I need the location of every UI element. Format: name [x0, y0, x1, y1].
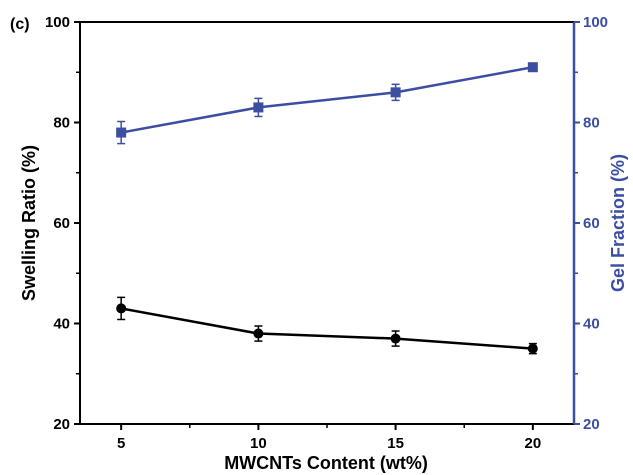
data-point: [390, 333, 401, 344]
plot-area: [79, 21, 576, 425]
x-tick-label: 10: [250, 435, 267, 452]
left-y-tick-label: 40: [53, 316, 70, 333]
data-point: [116, 127, 127, 138]
left-y-tick-label: 100: [45, 14, 70, 31]
ticks-layer: 5 10 15 20 20 40 60 80 100 20 40 60 80 100: [45, 14, 608, 452]
left-y-tick-label: 20: [53, 416, 70, 433]
right-y-tick-label: 40: [583, 316, 600, 333]
data-point: [527, 343, 538, 354]
series-layer: [116, 62, 538, 355]
data-point: [527, 62, 538, 73]
right-y-tick-label: 80: [583, 115, 600, 132]
series-swelling-ratio: [116, 296, 538, 355]
right-axis-title: Gel Fraction (%): [608, 154, 628, 292]
data-point: [116, 303, 127, 314]
series-line: [120, 65, 534, 134]
data-point: [390, 87, 401, 98]
x-tick-label: 15: [387, 435, 404, 452]
series-gel-fraction: [116, 62, 538, 145]
right-y-tick-label: 100: [583, 14, 608, 31]
x-axis-title: MWCNTs Content (wt%): [224, 453, 428, 473]
x-tick-label: 5: [117, 435, 125, 452]
left-axis-title: Swelling Ratio (%): [19, 145, 39, 301]
right-y-tick-label: 60: [583, 215, 600, 232]
series-line: [120, 307, 533, 350]
panel-label: (c): [10, 16, 30, 33]
data-point: [253, 102, 264, 113]
left-y-tick-label: 80: [53, 115, 70, 132]
left-y-tick-label: 60: [53, 215, 70, 232]
data-point: [253, 328, 264, 339]
right-y-tick-label: 20: [583, 416, 600, 433]
x-tick-label: 20: [524, 435, 541, 452]
